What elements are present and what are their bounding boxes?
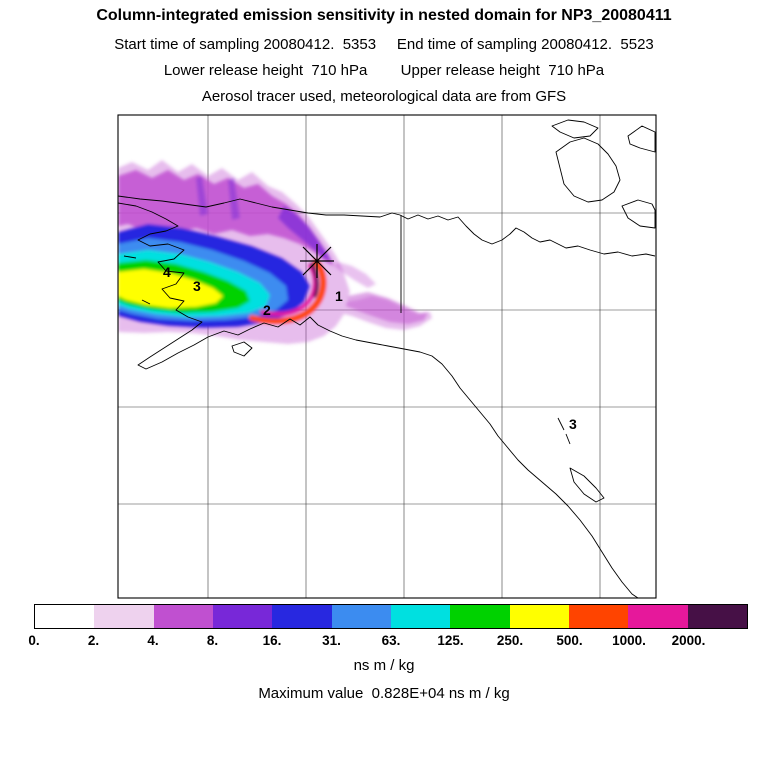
island-arctic-topright — [627, 125, 656, 153]
plume-yellow-core — [118, 269, 223, 308]
colorbar-cell — [568, 605, 629, 628]
contour-label-3b: 3 — [569, 416, 577, 432]
sampling-times-line: Start time of sampling 20080412. 5353 En… — [114, 36, 654, 53]
contour-label-1: 1 — [335, 288, 343, 304]
colorbar-tick-label: 31. — [322, 633, 341, 648]
plume-east-wisp — [334, 262, 376, 288]
colorbar-cell — [450, 605, 510, 628]
colorbar-units: ns m / kg — [353, 657, 415, 674]
island-victoria — [621, 199, 656, 229]
contour-label-4: 4 — [163, 264, 171, 280]
hook-red-arc — [249, 259, 327, 324]
contour-label-2: 2 — [263, 302, 271, 318]
colorbar-cell — [35, 605, 95, 628]
colorbar — [34, 604, 748, 629]
colorbar-tick-label: 2000. — [671, 633, 706, 648]
islet-bering — [123, 255, 151, 305]
colorbar-cell — [212, 605, 273, 628]
plot-title: Column-integrated emission sensitivity i… — [96, 7, 672, 24]
island-banks — [555, 137, 621, 203]
colorbar-cell — [94, 605, 154, 628]
coastline-arctic — [118, 195, 656, 257]
island-vancouver — [569, 467, 605, 503]
colorbar-cell — [687, 605, 747, 628]
colorbar-tick-label: 63. — [381, 633, 401, 648]
plume-violet-finger — [228, 178, 240, 220]
plume-violet-streak — [278, 206, 332, 262]
colorbar-cell — [331, 605, 391, 628]
max-value-line: Maximum value 0.828E+04 ns m / kg — [258, 685, 510, 702]
island-haida-gwaii — [557, 417, 571, 445]
colorbar-tick-label: 16. — [262, 633, 282, 648]
hook-magenta-arc — [260, 264, 318, 316]
tracer-meteo-line: Aerosol tracer used, meteorological data… — [201, 88, 567, 105]
colorbar-cell — [153, 605, 213, 628]
plume-magenta-band — [118, 170, 334, 266]
plume-east-tail — [346, 292, 428, 324]
coastline-alaska-west-coast — [118, 202, 639, 598]
colorbar-cell — [272, 605, 332, 628]
contour-label-3: 3 — [193, 278, 201, 294]
colorbar-cell — [390, 605, 451, 628]
coastlines — [118, 119, 656, 598]
sensitivity-plume — [118, 160, 432, 344]
island-kodiak — [231, 341, 253, 357]
colorbar-cell — [509, 605, 569, 628]
colorbar-cell — [628, 605, 688, 628]
colorbar-ticks: 0. 2. 4. 8. 16. 31. 63. 125. 250. 500. 1000. 2000. — [28, 633, 748, 651]
source-marker-asterisk — [300, 244, 334, 278]
release-heights-line: Lower release height 710 hPa Upper relea… — [163, 62, 605, 79]
island-arctic-top — [551, 119, 599, 139]
colorbar-tick-label: 0. — [28, 633, 40, 648]
colorbar-cells — [35, 605, 747, 628]
hook-darkpurple-core — [310, 262, 319, 298]
colorbar-tick-label: 250. — [496, 633, 524, 648]
colorbar-tick-label: 2. — [87, 633, 100, 648]
colorbar-tick-label: 8. — [206, 633, 219, 648]
colorbar-tick-label: 500. — [556, 633, 583, 648]
colorbar-tick-label: 1000. — [612, 633, 646, 648]
colorbar-tick-label: 4. — [147, 633, 159, 648]
colorbar-tick-label: 125. — [437, 633, 464, 648]
map-frame — [117, 114, 657, 599]
